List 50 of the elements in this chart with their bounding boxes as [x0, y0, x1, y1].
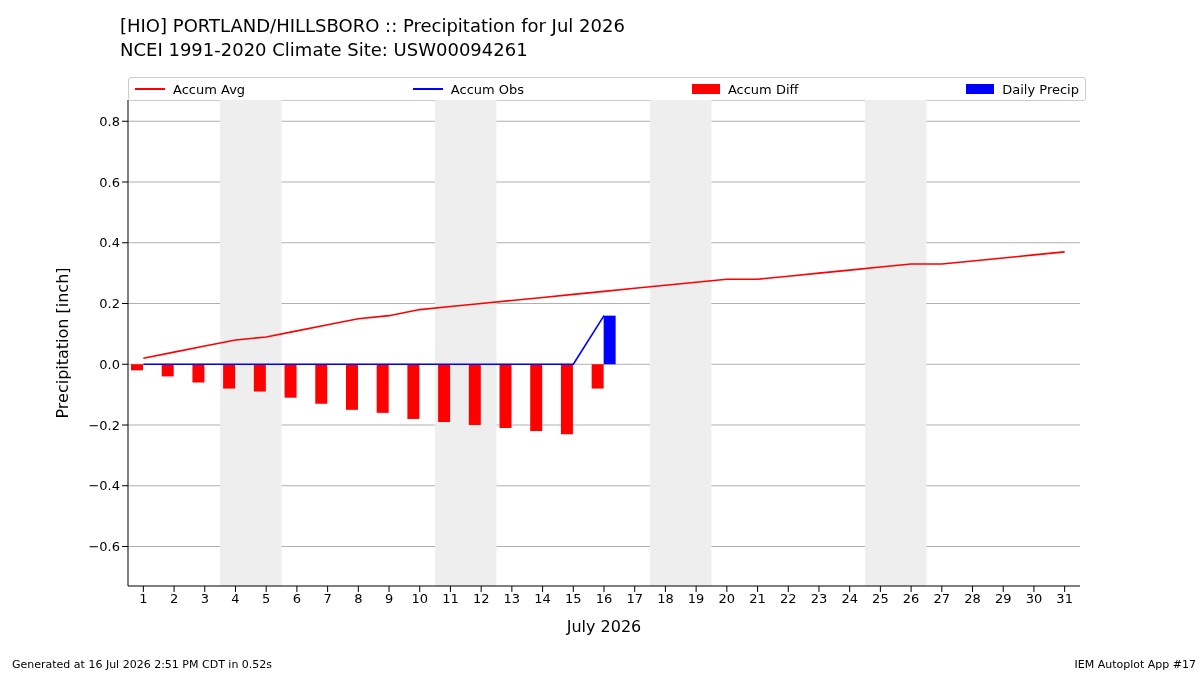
line-series — [142, 251, 1066, 359]
y-tick-label: 0.2 — [99, 296, 120, 312]
x-tick-label: 31 — [1056, 591, 1073, 607]
y-tick-label: −0.4 — [88, 478, 120, 494]
x-tick-label: 22 — [779, 591, 797, 607]
x-tick-label: 7 — [323, 591, 332, 607]
x-tick-label: 17 — [626, 591, 643, 607]
legend-label: Accum Obs — [450, 81, 525, 97]
x-tick-label: 23 — [810, 591, 828, 607]
text: IEM Autoplot App #17 — [1074, 658, 1196, 671]
x-tick-label: 14 — [534, 591, 551, 607]
x-tick-label: 11 — [442, 591, 459, 607]
x-tick-label: 6 — [292, 591, 302, 607]
x-tick-label: 13 — [503, 591, 521, 607]
x-tick-label: 4 — [231, 591, 240, 607]
y-tick-label: −0.6 — [88, 539, 120, 555]
x-tick-label: 12 — [472, 591, 490, 607]
x-tick-label: 28 — [964, 591, 981, 607]
y-tick-label: 0.6 — [99, 174, 120, 190]
x-tick-label: 18 — [657, 591, 674, 607]
x-tick-label: 26 — [902, 591, 920, 607]
x-tick-label: 9 — [384, 591, 394, 607]
x-tick-label: 25 — [872, 591, 889, 607]
y-tick-label: 0.0 — [99, 356, 120, 372]
x-tick-label: 16 — [595, 591, 613, 607]
x-axis-title: July 2026 — [565, 617, 642, 636]
x-tick-label: 15 — [565, 591, 582, 607]
y-tick-label: −0.2 — [88, 417, 120, 433]
x-tick-label: 1 — [139, 591, 148, 607]
legend-label: Accum Diff — [727, 81, 799, 97]
x-tick-label: 19 — [687, 591, 705, 607]
x-tick-label: 20 — [718, 591, 736, 607]
x-tick-label: 29 — [994, 591, 1012, 607]
x-tick-label: 10 — [411, 591, 429, 607]
chart-subtitle: NCEI 1991-2020 Climate Site: USW00094261 — [120, 38, 529, 62]
y-tick-label: 0.4 — [99, 235, 120, 251]
x-tick-label: 5 — [262, 591, 271, 607]
legend-label: Daily Precip — [1002, 81, 1079, 97]
x-tick-label: 2 — [169, 591, 179, 607]
x-tick-label: 27 — [933, 591, 951, 607]
text: Generated at 16 Jul 2026 2:51 PM CDT in 0.52s — [12, 658, 273, 671]
y-axis-title: Precipitation [inch] — [52, 267, 72, 419]
x-tick-label: 24 — [841, 591, 858, 607]
x-tick-label: 30 — [1025, 591, 1043, 607]
chart-title: [HIO] PORTLAND/HILLSBORO :: Precipitation for Jul 2026 — [120, 14, 625, 38]
x-tick-label: 21 — [749, 591, 766, 607]
legend-label: Accum Avg — [173, 81, 246, 97]
x-tick-label: 3 — [200, 591, 209, 607]
x-tick-label: 8 — [354, 591, 363, 607]
y-tick-label: 0.8 — [99, 113, 120, 129]
